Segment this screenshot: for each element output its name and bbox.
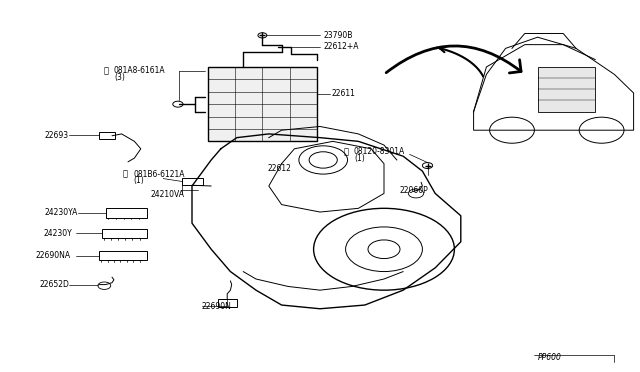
Text: 24230Y: 24230Y xyxy=(44,229,72,238)
Text: 22690N: 22690N xyxy=(202,302,232,311)
Text: Ⓑ: Ⓑ xyxy=(343,147,348,156)
FancyBboxPatch shape xyxy=(538,67,595,112)
Text: (3): (3) xyxy=(114,73,125,81)
FancyBboxPatch shape xyxy=(182,178,203,185)
FancyBboxPatch shape xyxy=(208,67,317,141)
FancyBboxPatch shape xyxy=(218,299,237,307)
Text: 081A8-6161A: 081A8-6161A xyxy=(114,66,166,75)
Text: 24230YA: 24230YA xyxy=(45,208,78,217)
Text: 22611: 22611 xyxy=(332,89,355,98)
Text: 22060P: 22060P xyxy=(400,186,429,195)
Text: 23790B: 23790B xyxy=(323,31,353,40)
Text: (1): (1) xyxy=(133,176,144,185)
FancyBboxPatch shape xyxy=(106,208,147,218)
FancyBboxPatch shape xyxy=(99,251,147,260)
Text: PP600: PP600 xyxy=(538,353,561,362)
FancyBboxPatch shape xyxy=(99,132,115,139)
Text: 081B6-6121A: 081B6-6121A xyxy=(133,170,184,179)
Text: 22693: 22693 xyxy=(45,131,69,140)
FancyBboxPatch shape xyxy=(102,229,147,238)
Text: 24210VA: 24210VA xyxy=(150,190,184,199)
Text: 22612+A: 22612+A xyxy=(323,42,358,51)
Text: Ⓑ: Ⓑ xyxy=(103,66,108,75)
Text: 22612: 22612 xyxy=(268,164,291,173)
Text: Ⓑ: Ⓑ xyxy=(122,170,127,179)
Text: 08120-8301A: 08120-8301A xyxy=(354,147,405,156)
Text: 22690NA: 22690NA xyxy=(35,251,70,260)
FancyArrowPatch shape xyxy=(386,46,521,73)
Text: (1): (1) xyxy=(354,154,365,163)
Text: 22652D: 22652D xyxy=(40,280,70,289)
